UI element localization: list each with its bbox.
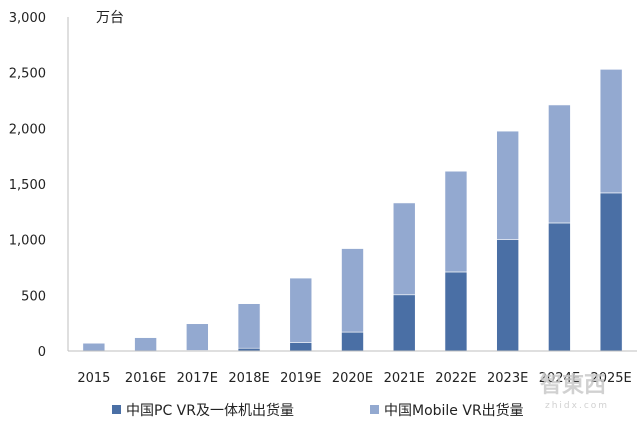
bars xyxy=(82,69,623,352)
bar-segment xyxy=(341,248,364,333)
bar-segment xyxy=(392,202,416,296)
watermark: 智東西 zhidx.com xyxy=(540,372,609,411)
bar-segment xyxy=(548,222,571,352)
bar-segment xyxy=(134,337,157,352)
legend: 中国PC VR及一体机出货量 中国Mobile VR出货量 xyxy=(112,402,524,419)
x-tick-label: 2016E xyxy=(125,371,166,386)
y-tick-label: 2,500 xyxy=(9,67,46,82)
x-tick-labels: 2015 2016E 2017E 2018E 2019E 2020E 2021E 2022E 2… xyxy=(77,371,631,386)
y-tick-label: 1,500 xyxy=(9,178,46,193)
bar-segment xyxy=(444,170,468,273)
bar-segment xyxy=(444,271,468,352)
bar-segment xyxy=(186,323,209,351)
unit-label: 万台 xyxy=(96,10,124,26)
legend-label: 中国Mobile VR出货量 xyxy=(384,402,524,419)
x-tick-label: 2024E xyxy=(539,371,580,386)
watermark-subtext: zhidx.com xyxy=(545,401,609,411)
x-tick-label: 2021E xyxy=(384,371,425,386)
watermark-logo: 智東西 xyxy=(540,372,606,398)
legend-swatch xyxy=(112,405,121,414)
bar-segment xyxy=(496,239,519,352)
y-tick-labels: 0 500 1,000 1,500 2,000 2,500 3,000 xyxy=(9,11,46,360)
y-tick-label: 1,000 xyxy=(9,234,46,249)
bar-segment xyxy=(548,104,571,224)
x-tick-label: 2019E xyxy=(280,371,321,386)
bar-segment xyxy=(237,303,261,349)
x-tick-label: 2015 xyxy=(77,371,110,386)
x-tick-label: 2022E xyxy=(435,371,476,386)
bar-segment xyxy=(496,130,519,240)
bar-segment xyxy=(82,342,106,352)
bar-segment xyxy=(392,294,416,352)
bar-segment xyxy=(289,342,313,352)
bar-segment xyxy=(289,277,313,343)
bar-segment xyxy=(341,331,364,352)
y-tick-label: 0 xyxy=(38,345,46,360)
y-tick-label: 2,000 xyxy=(9,122,46,137)
bar-segment xyxy=(599,69,623,194)
x-tick-label: 2018E xyxy=(228,371,269,386)
x-tick-label: 2023E xyxy=(487,371,528,386)
y-tick-label: 500 xyxy=(21,289,46,304)
legend-swatch xyxy=(370,405,379,414)
x-tick-label: 2020E xyxy=(332,371,373,386)
x-tick-label: 2017E xyxy=(177,371,218,386)
x-tick-label: 2025E xyxy=(590,371,631,386)
bar-segment xyxy=(599,192,623,352)
y-tick-label: 3,000 xyxy=(9,11,46,26)
legend-label: 中国PC VR及一体机出货量 xyxy=(126,402,294,419)
